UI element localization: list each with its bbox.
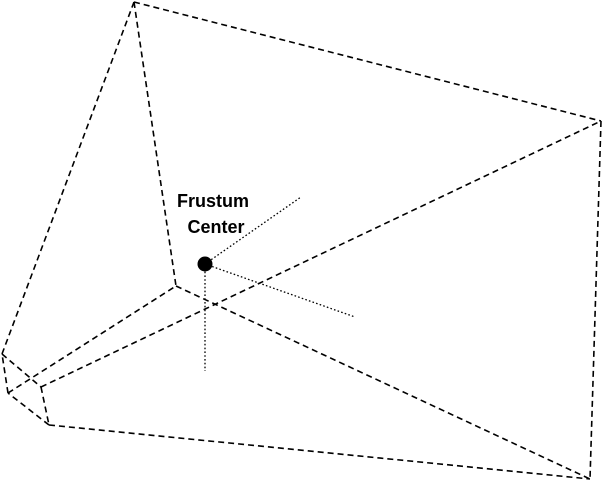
- frustum-center-dot: [197, 256, 213, 272]
- far-plane: [133, 1, 602, 480]
- near-plane-edge-top: [1, 353, 42, 388]
- side-edge-right: [40, 120, 602, 388]
- side-edge-bottom: [48, 424, 591, 480]
- far-plane-edge-bottom-left: [175, 285, 591, 480]
- near-plane-edge-left: [1, 353, 9, 394]
- near-plane-edge-right: [40, 386, 50, 426]
- side-edge-top: [1, 1, 135, 355]
- far-plane-edge-top: [133, 1, 602, 122]
- frustum-center-label-line1: Frustum: [177, 191, 249, 211]
- side-edge-hidden: [7, 285, 177, 394]
- near-plane-edge-bottom: [7, 392, 50, 426]
- center-axes: [204, 196, 356, 371]
- frustum-center-label-line2: Center: [187, 217, 244, 237]
- axis-up: [204, 196, 302, 265]
- far-plane-edge-right: [589, 120, 602, 480]
- near-plane: [1, 353, 50, 426]
- far-plane-edge-left: [133, 1, 177, 287]
- axis-forward: [204, 263, 356, 318]
